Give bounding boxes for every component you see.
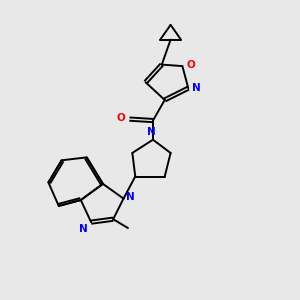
Text: N: N [147,127,156,137]
Text: O: O [186,60,195,70]
Text: N: N [126,192,135,202]
Text: O: O [116,112,125,123]
Text: N: N [79,224,88,235]
Text: N: N [192,83,201,93]
